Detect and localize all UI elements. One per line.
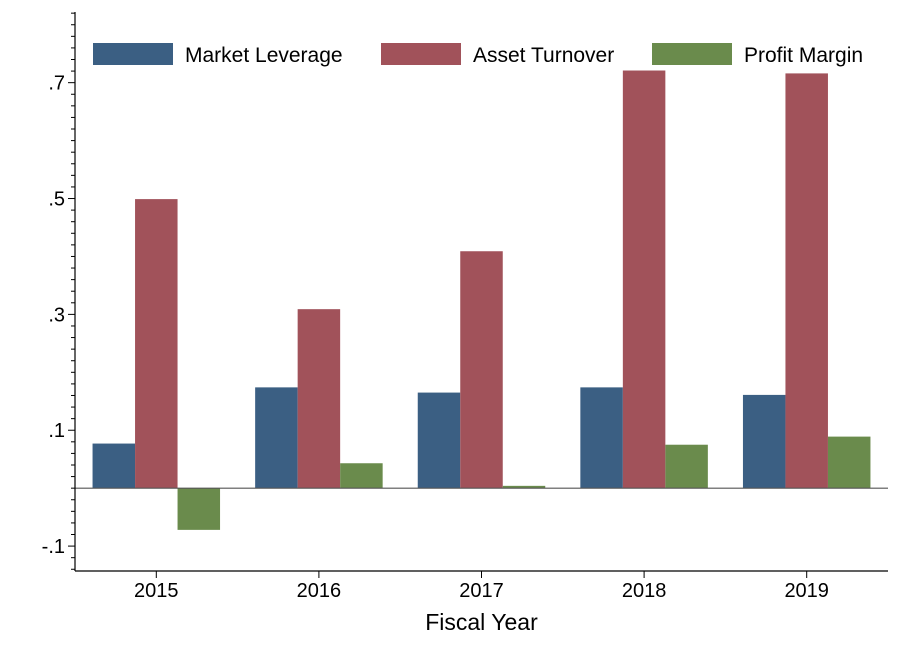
x-tick-label: 2019 (784, 580, 829, 602)
bar-market-leverage-2017 (417, 392, 461, 489)
legend: Market Leverage Asset Turnover Profit Marg… (93, 43, 863, 67)
x-axis-ticks: 2015 2016 2017 2018 2019 (134, 571, 829, 602)
x-tick-label: 2016 (297, 580, 342, 602)
legend-swatch-market-leverage (93, 43, 173, 65)
y-tick-label: .5 (48, 189, 65, 211)
bar-asset-turnover-2017 (460, 251, 503, 489)
bar-profit-margin-2016 (340, 463, 383, 489)
bar-profit-margin-2019 (827, 436, 871, 489)
y-tick-label: .7 (48, 73, 65, 95)
legend-label-market-leverage: Market Leverage (185, 44, 343, 67)
x-tick-label: 2017 (459, 580, 504, 602)
bar-asset-turnover-2015 (135, 199, 178, 489)
bar-market-leverage-2018 (580, 387, 623, 489)
bar-profit-margin-2015 (177, 488, 221, 530)
bar-asset-turnover-2019 (785, 73, 828, 489)
bar-market-leverage-2019 (742, 394, 786, 489)
legend-label-asset-turnover: Asset Turnover (473, 44, 614, 67)
bar-profit-margin-2018 (665, 444, 708, 489)
legend-swatch-profit-margin (652, 43, 732, 65)
legend-swatch-asset-turnover (381, 43, 461, 65)
x-tick-label: 2015 (134, 580, 179, 602)
bar-profit-margin-2017 (502, 485, 546, 489)
bar-market-leverage-2015 (92, 443, 136, 489)
y-tick-label: -.1 (42, 536, 65, 558)
bar-asset-turnover-2016 (297, 309, 341, 489)
bar-market-leverage-2016 (255, 387, 298, 489)
legend-label-profit-margin: Profit Margin (744, 44, 863, 67)
bar-asset-turnover-2018 (622, 70, 666, 489)
x-tick-label: 2018 (622, 580, 667, 602)
x-axis-title: Fiscal Year (425, 609, 538, 635)
y-axis-ticks: -.1 .1 .3 .5 .7 (42, 12, 75, 570)
y-tick-label: .1 (48, 420, 65, 442)
y-tick-label: .3 (48, 304, 65, 326)
bars-layer (92, 70, 871, 530)
